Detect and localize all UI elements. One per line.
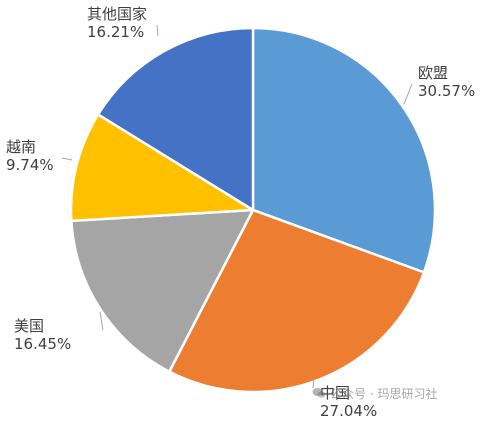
slice-label-0: 欧盟 30.57%	[418, 64, 475, 100]
slice-value-label: 27.04%	[320, 402, 377, 420]
watermark-text: 公众号 · 玛思研习社	[330, 387, 438, 401]
slice-label-3: 越南 9.74%	[6, 138, 54, 174]
pie-slice-3	[69, 113, 255, 223]
slice-category-label: 欧盟	[418, 64, 448, 82]
slice-label-4: 其他国家 16.21%	[87, 5, 147, 41]
slice-category-label: 其他国家	[87, 5, 147, 23]
slice-label-1: 中国 27.04%	[320, 384, 377, 420]
slice-value-label: 16.45%	[14, 335, 71, 353]
slice-label-2: 美国 16.45%	[14, 317, 71, 353]
leader-line-0	[403, 83, 413, 105]
watermark: 公众号 · 玛思研习社	[312, 385, 437, 402]
leader-line-2	[99, 311, 104, 331]
leader-line-4	[156, 24, 159, 37]
pie-slice-4	[96, 26, 255, 212]
slice-value-label: 16.21%	[87, 23, 144, 41]
pie-slice-2	[70, 208, 255, 373]
slice-category-label: 越南	[6, 138, 36, 156]
slice-category-label: 美国	[14, 317, 44, 335]
wechat-icon	[312, 388, 326, 398]
leader-line-1	[312, 377, 315, 389]
pie-slice-1	[168, 208, 426, 394]
slice-value-label: 30.57%	[418, 82, 475, 100]
pie-slice-0	[251, 26, 437, 274]
slice-category-label: 中国	[320, 384, 350, 402]
leader-line-3	[61, 157, 73, 161]
slice-value-label: 9.74%	[6, 156, 54, 174]
